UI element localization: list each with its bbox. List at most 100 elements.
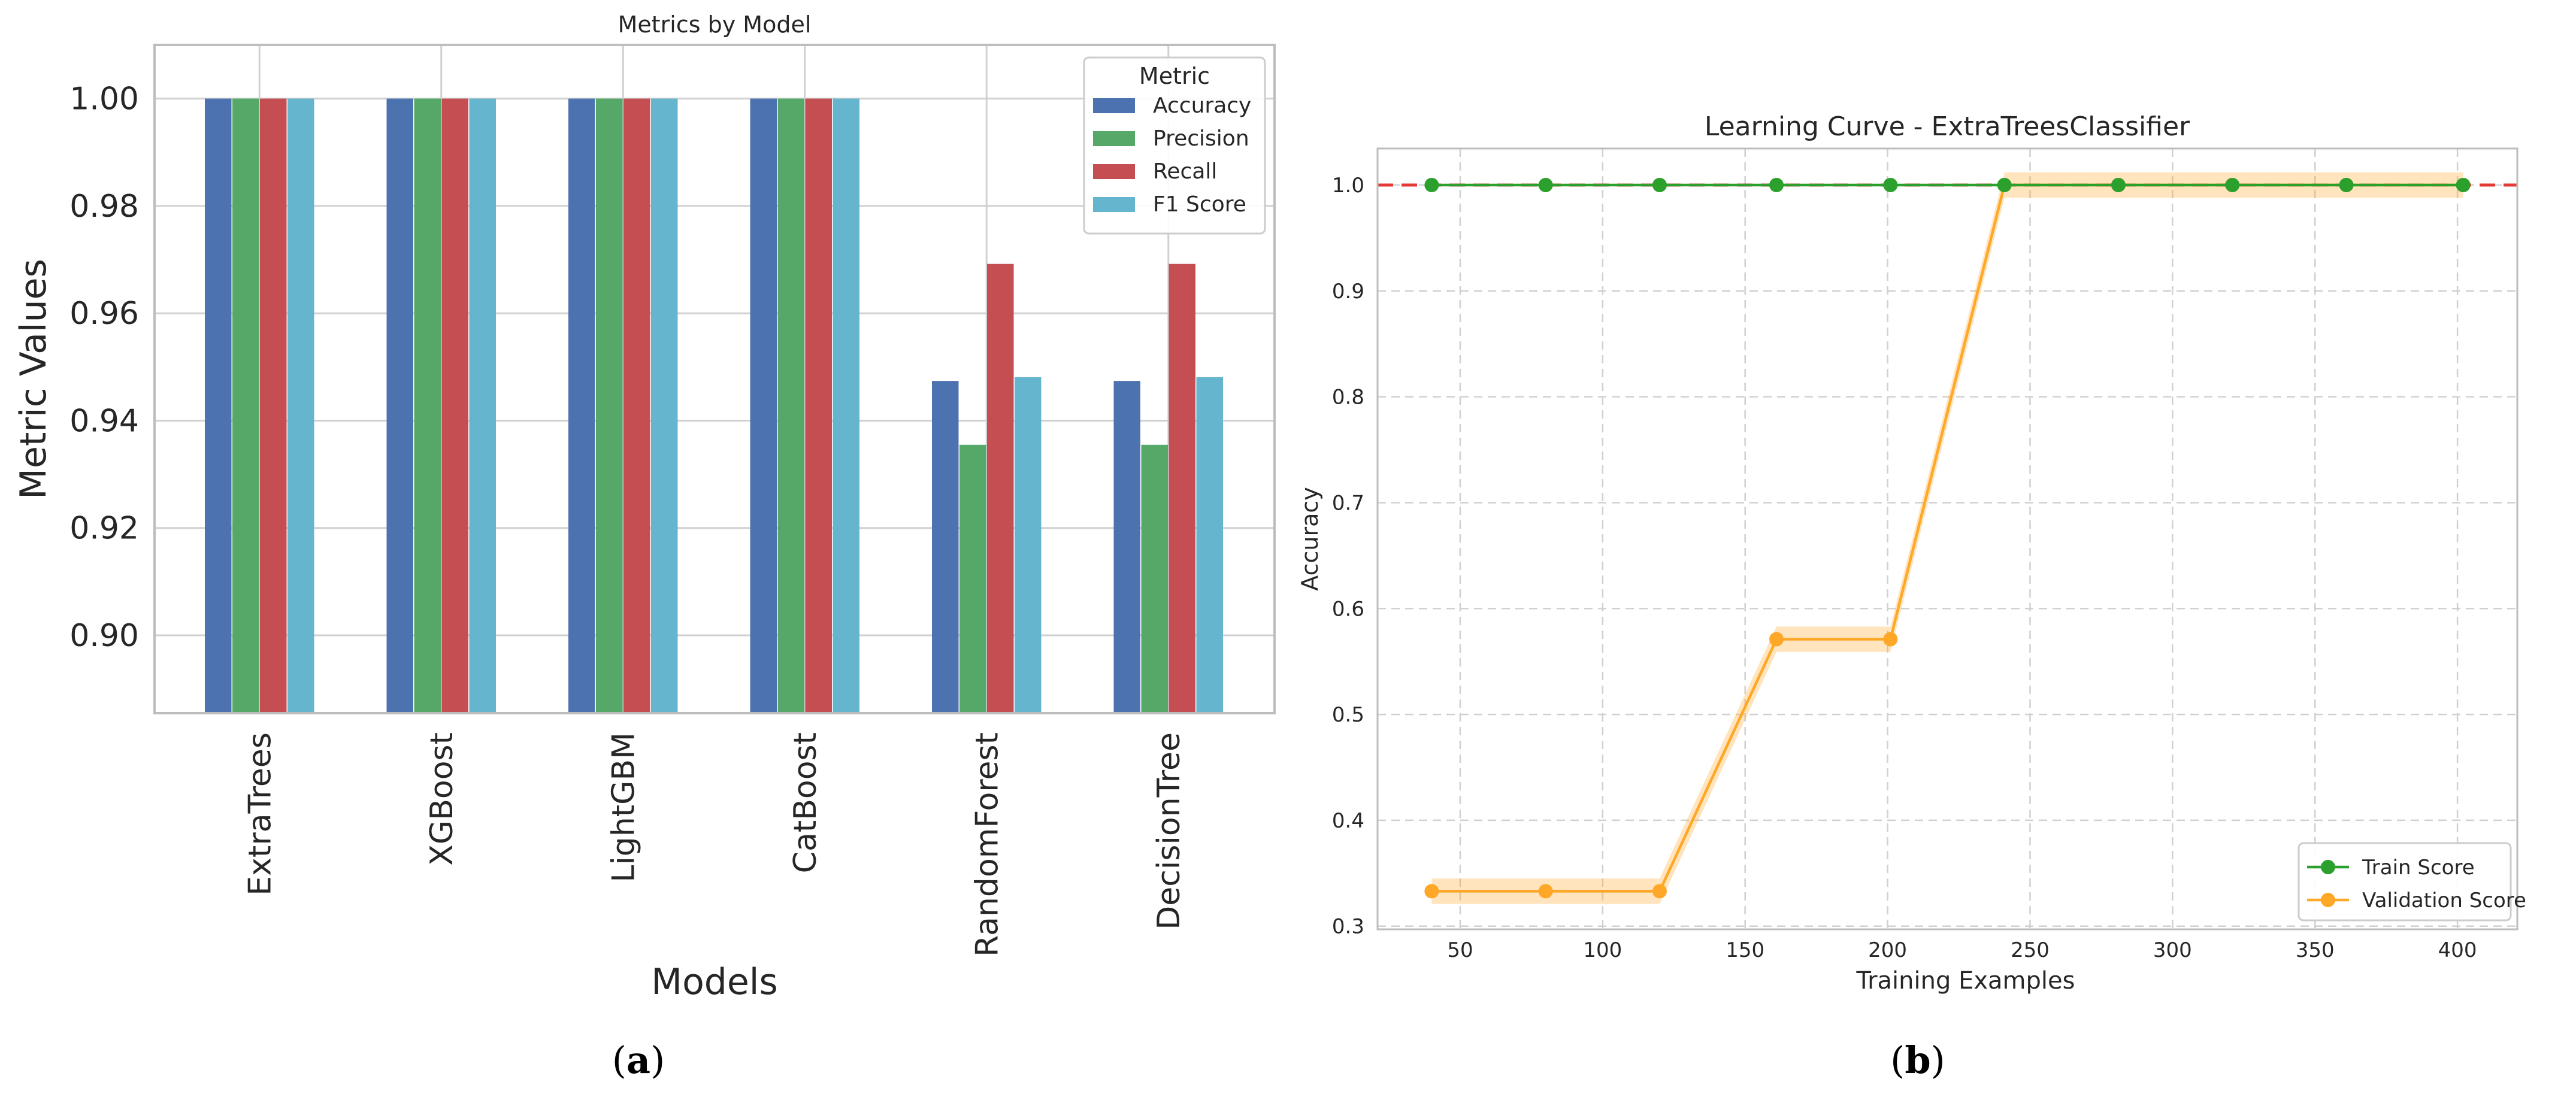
x-tick-label: 200: [1868, 938, 1907, 962]
bar: [1141, 444, 1168, 713]
learning-curve-panel: 0.3 0.4 0.5 0.6 0.7 0.8 0.9 1.0 50 100 150 200 250 3…: [1297, 111, 2526, 1082]
y-tick-label: 0.90: [69, 618, 139, 654]
x-tick-label: 150: [1726, 938, 1764, 962]
y-tick-label: 0.8: [1332, 386, 1364, 410]
legend-swatch: [1093, 164, 1135, 179]
learning-curve-series: [1424, 178, 2471, 899]
y-tick-label: 0.3: [1332, 915, 1364, 939]
bar: [623, 98, 650, 713]
learning-curve-y-ticks: 0.3 0.4 0.5 0.6 0.7 0.8 0.9 1.0: [1332, 174, 1364, 939]
bar-chart-gridlines: [155, 45, 1275, 713]
data-point: [1424, 884, 1439, 899]
bar: [805, 98, 832, 713]
bar-chart-x-axis-label: Models: [651, 961, 777, 1003]
y-tick-label: 1.0: [1332, 174, 1364, 198]
y-tick-label: 0.96: [69, 296, 139, 332]
bar-chart-x-ticks: ExtraTrees XGBoost LightGBM CatBoost RandomF…: [242, 732, 1187, 957]
y-tick-label: 0.94: [69, 403, 139, 439]
data-point: [1769, 178, 1784, 193]
data-point: [1883, 632, 1898, 647]
bar: [441, 98, 468, 713]
legend-swatch: [1093, 197, 1135, 212]
x-tick-label: DecisionTree: [1151, 732, 1187, 930]
data-point: [1538, 884, 1553, 899]
x-tick-label: LightGBM: [606, 732, 641, 883]
data-point: [2111, 178, 2126, 193]
legend-label: F1 Score: [1153, 192, 1246, 217]
bar-chart-legend: Metric Accuracy Precision Recall F1 Score: [1083, 56, 1266, 235]
data-point: [1883, 178, 1898, 193]
data-point: [1538, 178, 1553, 193]
y-tick-label: 0.4: [1332, 809, 1364, 833]
x-tick-label: CatBoost: [788, 732, 824, 873]
bar-chart-legend-items: Accuracy Precision Recall F1 Score: [1093, 93, 1251, 217]
data-point: [2456, 178, 2471, 193]
legend-marker: [2321, 860, 2335, 874]
x-tick-label: 100: [1583, 938, 1622, 962]
bar: [205, 98, 232, 713]
y-tick-label: 0.5: [1332, 703, 1364, 727]
bar: [932, 381, 959, 713]
bar: [568, 98, 595, 713]
bar: [386, 98, 413, 713]
bar-chart-bars: [205, 98, 1223, 713]
x-tick-label: 350: [2296, 938, 2335, 962]
data-point: [1424, 178, 1439, 193]
panel-a-caption: (a): [612, 1038, 665, 1082]
data-point: [2339, 178, 2354, 193]
bar: [260, 98, 287, 713]
learning-curve-legend: Train Score Validation Score: [2297, 842, 2526, 922]
legend-label: Validation Score: [2362, 889, 2526, 913]
bar-chart-panel: 0.90 0.92 0.94 0.96 0.98 1.00 ExtraTrees XGBoo…: [13, 11, 1276, 1082]
bar: [414, 98, 441, 713]
data-point: [1652, 884, 1667, 899]
x-tick-label: 50: [1447, 938, 1473, 962]
x-tick-label: 400: [2438, 938, 2477, 962]
y-tick-label: 0.92: [69, 511, 139, 547]
learning-curve-legend-box: [2297, 842, 2512, 922]
bar: [469, 98, 496, 713]
bar: [1113, 381, 1140, 713]
learning-curve-frame: [1376, 147, 2519, 931]
x-tick-label: 300: [2153, 938, 2192, 962]
x-tick-label: RandomForest: [969, 732, 1005, 957]
bar: [1196, 377, 1223, 713]
x-tick-label: ExtraTrees: [242, 732, 278, 896]
bar: [596, 98, 623, 713]
bar: [833, 98, 859, 713]
bar-chart-title: Metrics by Model: [618, 11, 812, 38]
bar: [750, 98, 777, 713]
data-point: [1652, 178, 1667, 193]
panel-b-caption: (b): [1890, 1038, 1945, 1082]
learning-curve-legend-items: Train Score Validation Score: [2307, 856, 2526, 913]
x-tick-label: 250: [2011, 938, 2050, 962]
learning-curve-gridlines: [1378, 149, 2517, 929]
learning-curve-y-axis-label: Accuracy: [1297, 487, 1323, 591]
y-tick-label: 1.00: [69, 81, 139, 117]
bar-chart-frame: [153, 44, 1276, 714]
bar: [232, 98, 259, 713]
y-tick-label: 0.98: [69, 189, 139, 225]
bar: [987, 263, 1014, 713]
bar: [1015, 377, 1042, 713]
x-tick-label: XGBoost: [424, 732, 460, 866]
y-tick-label: 0.7: [1332, 491, 1364, 515]
legend-label: Accuracy: [1153, 93, 1251, 118]
legend-swatch: [1093, 131, 1135, 146]
bar-chart-y-axis-label: Metric Values: [13, 259, 55, 499]
bar: [1169, 263, 1195, 713]
legend-label: Train Score: [2362, 856, 2475, 880]
legend-marker: [2321, 893, 2335, 907]
learning-curve-x-ticks: 50 100 150 200 250 300 350 400: [1447, 938, 2477, 962]
bar: [651, 98, 678, 713]
y-tick-label: 0.6: [1332, 597, 1364, 621]
bar: [959, 444, 986, 713]
learning-curve-x-axis-label: Training Examples: [1856, 967, 2075, 995]
learning-curve-title: Learning Curve - ExtraTreesClassifier: [1705, 111, 2190, 142]
data-point: [2225, 178, 2240, 193]
legend-label: Recall: [1153, 159, 1217, 184]
legend-label: Precision: [1153, 126, 1249, 151]
data-point: [1769, 632, 1784, 647]
bar-chart-legend-title: Metric: [1139, 63, 1210, 89]
